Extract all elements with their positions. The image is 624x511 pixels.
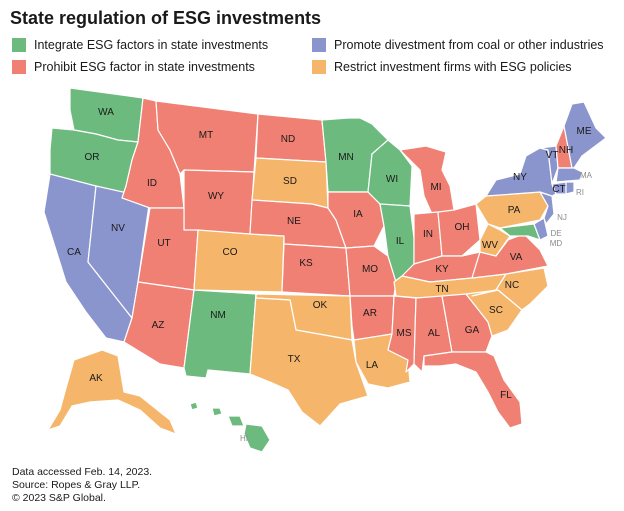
- legend-swatch-restrict: [312, 60, 326, 74]
- state-KS: [281, 243, 351, 297]
- label-PA: PA: [508, 205, 521, 216]
- state-WI: [367, 139, 413, 207]
- label-NJ: NJ: [557, 213, 567, 222]
- state-CO: [193, 229, 285, 293]
- label-MO: MO: [362, 264, 378, 275]
- label-VA: VA: [510, 252, 523, 263]
- footer-copyright: © 2023 S&P Global.: [12, 492, 106, 504]
- state-FL: [423, 351, 523, 429]
- state-HI: [189, 401, 271, 453]
- chart-title: State regulation of ESG investments: [10, 8, 322, 28]
- label-TN: TN: [435, 284, 448, 295]
- label-AZ: AZ: [152, 320, 165, 331]
- state-MI: [399, 145, 455, 215]
- label-FL: FL: [500, 390, 512, 401]
- label-RI: RI: [576, 188, 584, 197]
- label-ID: ID: [147, 178, 157, 189]
- state-WY: [183, 169, 255, 235]
- label-OR: OR: [85, 152, 100, 163]
- label-OK: OK: [313, 300, 328, 311]
- label-MI: MI: [430, 182, 441, 193]
- label-MS: MS: [397, 328, 412, 339]
- state-RI: [565, 181, 575, 195]
- legend-swatch-integrate: [12, 38, 26, 52]
- label-IL: IL: [396, 236, 405, 247]
- label-CA: CA: [67, 247, 81, 258]
- legend: Integrate ESG factors in state investmen…: [12, 38, 612, 80]
- us-map: WA OR CA NV ID MT WY UT AZ CO NM ND SD N…: [43, 87, 607, 453]
- legend-item-promote: Promote divestment from coal or other in…: [312, 38, 604, 52]
- state-VT: [539, 145, 559, 185]
- label-VT: VT: [546, 150, 559, 161]
- label-MA: MA: [580, 171, 593, 180]
- label-WI: WI: [386, 174, 398, 185]
- label-LA: LA: [366, 360, 379, 371]
- label-NM: NM: [210, 310, 226, 321]
- legend-item-integrate: Integrate ESG factors in state investmen…: [12, 38, 268, 52]
- state-MA: [555, 167, 583, 183]
- label-NY: NY: [513, 172, 527, 183]
- legend-swatch-prohibit: [12, 60, 26, 74]
- state-NM: [183, 289, 257, 379]
- legend-item-prohibit: Prohibit ESG factor in state investments: [12, 60, 255, 74]
- state-MD: [499, 223, 541, 241]
- label-NH: NH: [559, 145, 573, 156]
- label-WA: WA: [98, 107, 114, 118]
- state-AK: [47, 349, 177, 435]
- label-OH: OH: [455, 222, 470, 233]
- label-UT: UT: [157, 238, 170, 249]
- label-ND: ND: [281, 134, 295, 145]
- label-AL: AL: [428, 328, 441, 339]
- legend-label-restrict: Restrict investment firms with ESG polic…: [334, 60, 572, 74]
- label-GA: GA: [465, 325, 480, 336]
- legend-label-promote: Promote divestment from coal or other in…: [334, 38, 604, 52]
- label-AR: AR: [363, 308, 377, 319]
- legend-label-prohibit: Prohibit ESG factor in state investments: [34, 60, 255, 74]
- legend-label-integrate: Integrate ESG factors in state investmen…: [34, 38, 269, 52]
- label-WV: WV: [482, 240, 498, 251]
- legend-swatch-promote: [312, 38, 326, 52]
- label-NE: NE: [287, 216, 301, 227]
- label-TX: TX: [288, 354, 301, 365]
- label-WY: WY: [208, 191, 224, 202]
- label-MD: MD: [550, 239, 563, 248]
- state-NC: [471, 267, 549, 311]
- label-SD: SD: [283, 176, 297, 187]
- label-KY: KY: [435, 264, 449, 275]
- label-HI: HI: [240, 434, 248, 443]
- legend-item-restrict: Restrict investment firms with ESG polic…: [312, 60, 572, 74]
- label-CO: CO: [223, 247, 238, 258]
- label-MN: MN: [338, 152, 354, 163]
- label-MT: MT: [199, 130, 213, 141]
- label-NC: NC: [505, 280, 519, 291]
- label-IN: IN: [423, 229, 433, 240]
- state-MS: [387, 295, 417, 373]
- footer-source: Source: Ropes & Gray LLP.: [12, 479, 141, 491]
- label-NV: NV: [111, 223, 125, 234]
- label-ME: ME: [577, 126, 592, 137]
- label-KS: KS: [299, 258, 313, 269]
- footer-date: Data accessed Feb. 14, 2023.: [12, 466, 153, 478]
- footer-notes: Data accessed Feb. 14, 2023. Source: Rop…: [12, 466, 152, 505]
- label-AK: AK: [89, 373, 103, 384]
- label-CT: CT: [552, 184, 565, 195]
- label-IA: IA: [353, 209, 363, 220]
- label-DE: DE: [550, 229, 561, 238]
- state-TX: [249, 293, 369, 427]
- label-SC: SC: [489, 305, 503, 316]
